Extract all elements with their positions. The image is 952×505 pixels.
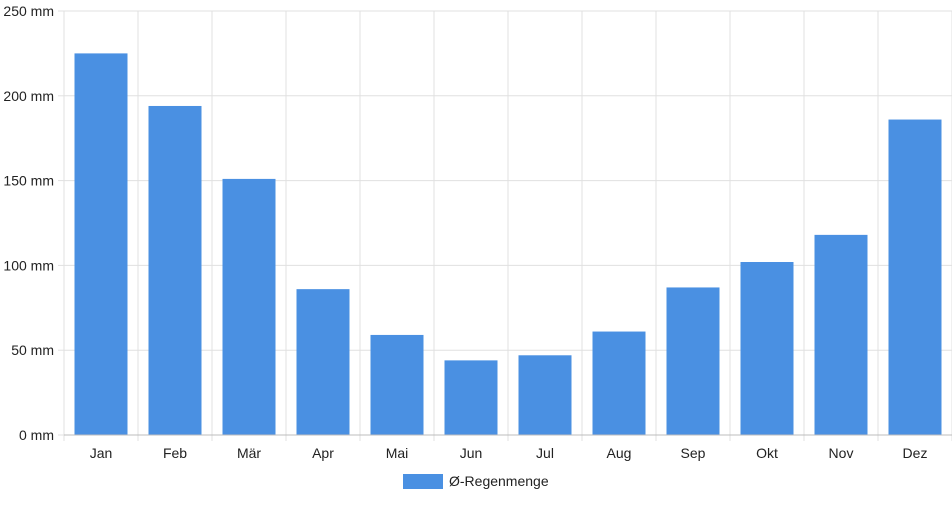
chart-legend[interactable]: Ø-Regenmenge bbox=[403, 473, 549, 489]
y-tick-label: 150 mm bbox=[3, 173, 54, 189]
bar-nov[interactable] bbox=[814, 234, 868, 435]
x-tick-label: Aug bbox=[607, 445, 632, 461]
bar-mär[interactable] bbox=[222, 178, 276, 436]
x-tick-label: Jan bbox=[90, 445, 113, 461]
x-tick-label: Sep bbox=[681, 445, 706, 461]
x-tick-label: Jul bbox=[536, 445, 554, 461]
bar-jun[interactable] bbox=[444, 360, 498, 435]
bar-sep[interactable] bbox=[666, 287, 720, 435]
bar-jul[interactable] bbox=[518, 355, 572, 435]
y-tick-label: 50 mm bbox=[11, 342, 54, 358]
legend-swatch bbox=[403, 473, 443, 489]
bar-okt[interactable] bbox=[740, 262, 794, 435]
bar-jan[interactable] bbox=[74, 53, 128, 436]
x-tick-label: Mai bbox=[386, 445, 409, 461]
y-tick-label: 200 mm bbox=[3, 88, 54, 104]
x-tick-label: Okt bbox=[756, 445, 778, 461]
bar-dez[interactable] bbox=[888, 119, 942, 435]
bar-apr[interactable] bbox=[296, 289, 350, 435]
x-tick-label: Nov bbox=[829, 445, 854, 461]
x-tick-label: Dez bbox=[903, 445, 928, 461]
y-tick-label: 0 mm bbox=[19, 427, 54, 443]
y-tick-label: 100 mm bbox=[3, 257, 54, 273]
x-tick-label: Apr bbox=[312, 445, 334, 461]
bar-mai[interactable] bbox=[370, 334, 424, 435]
bar-feb[interactable] bbox=[148, 105, 202, 435]
x-tick-label: Mär bbox=[237, 445, 261, 461]
axis-layer: 0 mm 50 mm 100 mm 150 mm 200 mm 250 mm Jan Feb M… bbox=[3, 3, 952, 461]
x-tick-label: Feb bbox=[163, 445, 187, 461]
bar-layer bbox=[74, 53, 942, 436]
y-tick-label: 250 mm bbox=[3, 3, 54, 19]
legend-label: Ø-Regenmenge bbox=[449, 473, 549, 489]
grid-layer bbox=[63, 10, 952, 441]
x-tick-label: Jun bbox=[460, 445, 483, 461]
bar-aug[interactable] bbox=[592, 331, 646, 435]
